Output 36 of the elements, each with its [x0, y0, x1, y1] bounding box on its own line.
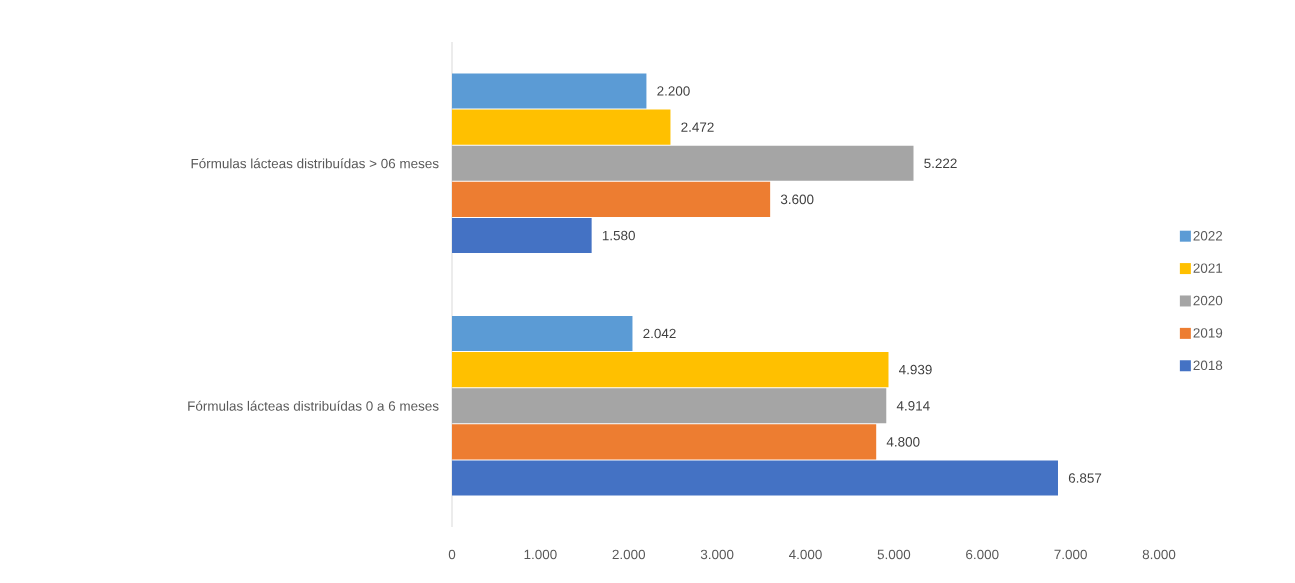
x-tick-label: 0: [448, 549, 456, 560]
bar: [452, 315, 633, 352]
data-label: 2.200: [657, 86, 690, 96]
bar: [452, 388, 887, 424]
legend-label: 2020: [1193, 295, 1223, 306]
bar: [452, 352, 889, 388]
bar: [452, 217, 592, 254]
data-label: 3.600: [780, 194, 814, 205]
bar: [452, 460, 1058, 496]
x-tick-label: 6.000: [966, 549, 999, 560]
legend-label: 2019: [1193, 328, 1223, 338]
data-label: 2.472: [681, 122, 714, 132]
y-tick-label: Fórmulas lácteas distribuídas > 06 meses: [191, 158, 439, 169]
x-tick-label: 7.000: [1054, 549, 1087, 560]
data-label: 1.580: [602, 230, 635, 241]
bar: [452, 424, 877, 460]
legend-label: 2021: [1193, 263, 1223, 273]
data-label: 5.222: [924, 158, 957, 168]
legend-label: 2022: [1193, 230, 1223, 241]
x-tick-label: 4.000: [788, 549, 822, 560]
x-tick-label: 8.000: [1142, 549, 1176, 560]
data-label: 6.857: [1068, 473, 1102, 483]
data-label: 4.800: [886, 437, 920, 447]
data-label: 2.042: [643, 328, 676, 339]
bar: [452, 109, 671, 145]
x-tick-label: 2.000: [612, 549, 646, 560]
x-tick-label: 1.000: [524, 549, 557, 560]
x-tick-label: 5.000: [877, 549, 911, 560]
bar: [452, 73, 647, 109]
x-tick-label: 3.000: [700, 549, 734, 560]
y-tick-label: Fórmulas lácteas distribuídas 0 a 6 meses: [188, 400, 439, 411]
bar: [452, 145, 914, 181]
data-label: 4.914: [896, 400, 930, 411]
legend-label: 2018: [1193, 360, 1223, 371]
data-label: 4.939: [899, 364, 932, 375]
bar: [452, 181, 771, 217]
